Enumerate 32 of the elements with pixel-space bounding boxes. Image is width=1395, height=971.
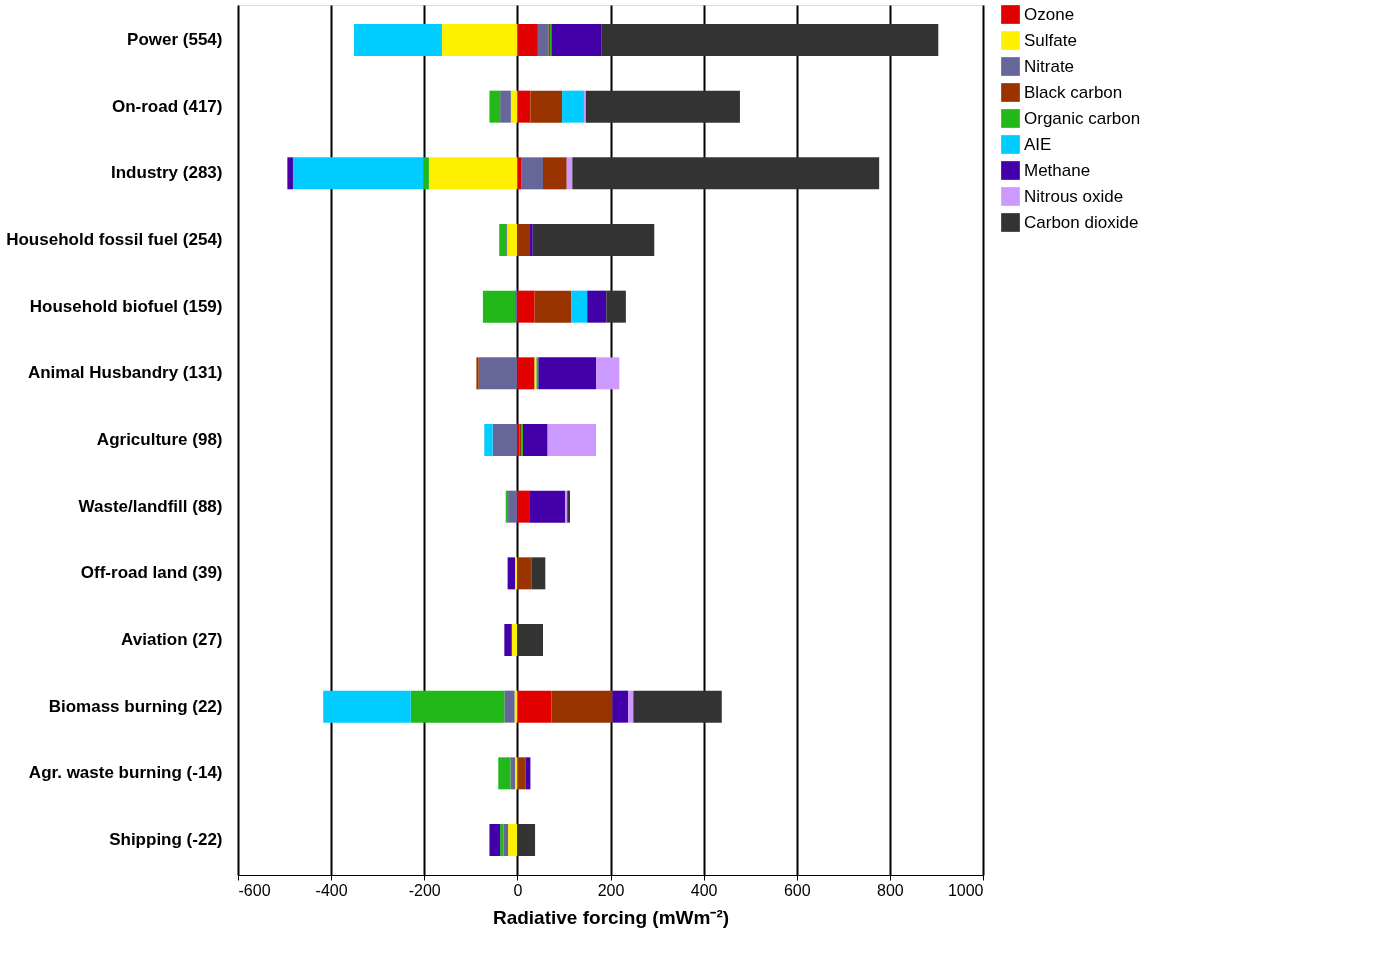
y-tick-label: Waste/landfill (88) (78, 496, 223, 516)
y-tick-label: Biomass burning (22) (48, 696, 223, 716)
legend-label: AIE (1024, 134, 1052, 154)
y-tick-label: Industry (283) (111, 163, 223, 183)
y-tick-label: Agriculture (98) (96, 430, 223, 449)
y-tick-label: Aviation (27) (121, 630, 223, 649)
y-tick-label: Agr. waste burning (-14) (28, 763, 223, 783)
x-tick-label: -200 (408, 881, 441, 899)
legend-label: Carbon dioxide (1024, 212, 1139, 232)
legend-label: Organic carbon (1024, 108, 1141, 128)
x-tick-label: 0 (513, 881, 523, 899)
y-tick-label: On-road (417) (111, 96, 223, 116)
legend-label: Sulfate (1024, 30, 1077, 50)
y-tick-label: Household fossil fuel (254) (6, 230, 223, 249)
y-tick-label: Power (554) (127, 30, 223, 49)
x-tick-label: 800 (877, 881, 904, 899)
legend-label: Methane (1024, 160, 1091, 180)
legend-label: Nitrous oxide (1024, 186, 1124, 206)
y-tick-label: Shipping (-22) (109, 830, 223, 849)
legend-label: Nitrate (1024, 56, 1075, 76)
legend-label: Black carbon (1024, 82, 1123, 102)
x-tick-label: 600 (783, 881, 811, 899)
x-tick-label: 1000 (947, 881, 984, 899)
x-tick-label: -400 (315, 881, 348, 899)
y-tick-label: Off-road land (39) (80, 563, 223, 583)
x-tick-label: 200 (597, 881, 625, 899)
legend-label: Ozone (1024, 4, 1075, 24)
y-tick-label: Animal Husbandry (131) (27, 363, 223, 383)
x-tick-label: 400 (690, 881, 718, 899)
x-tick-label: -600 (238, 881, 271, 899)
x-axis-title: Radiative forcing (mWm⁻²) (492, 906, 730, 928)
y-tick-label: Household biofuel (159) (29, 296, 223, 316)
